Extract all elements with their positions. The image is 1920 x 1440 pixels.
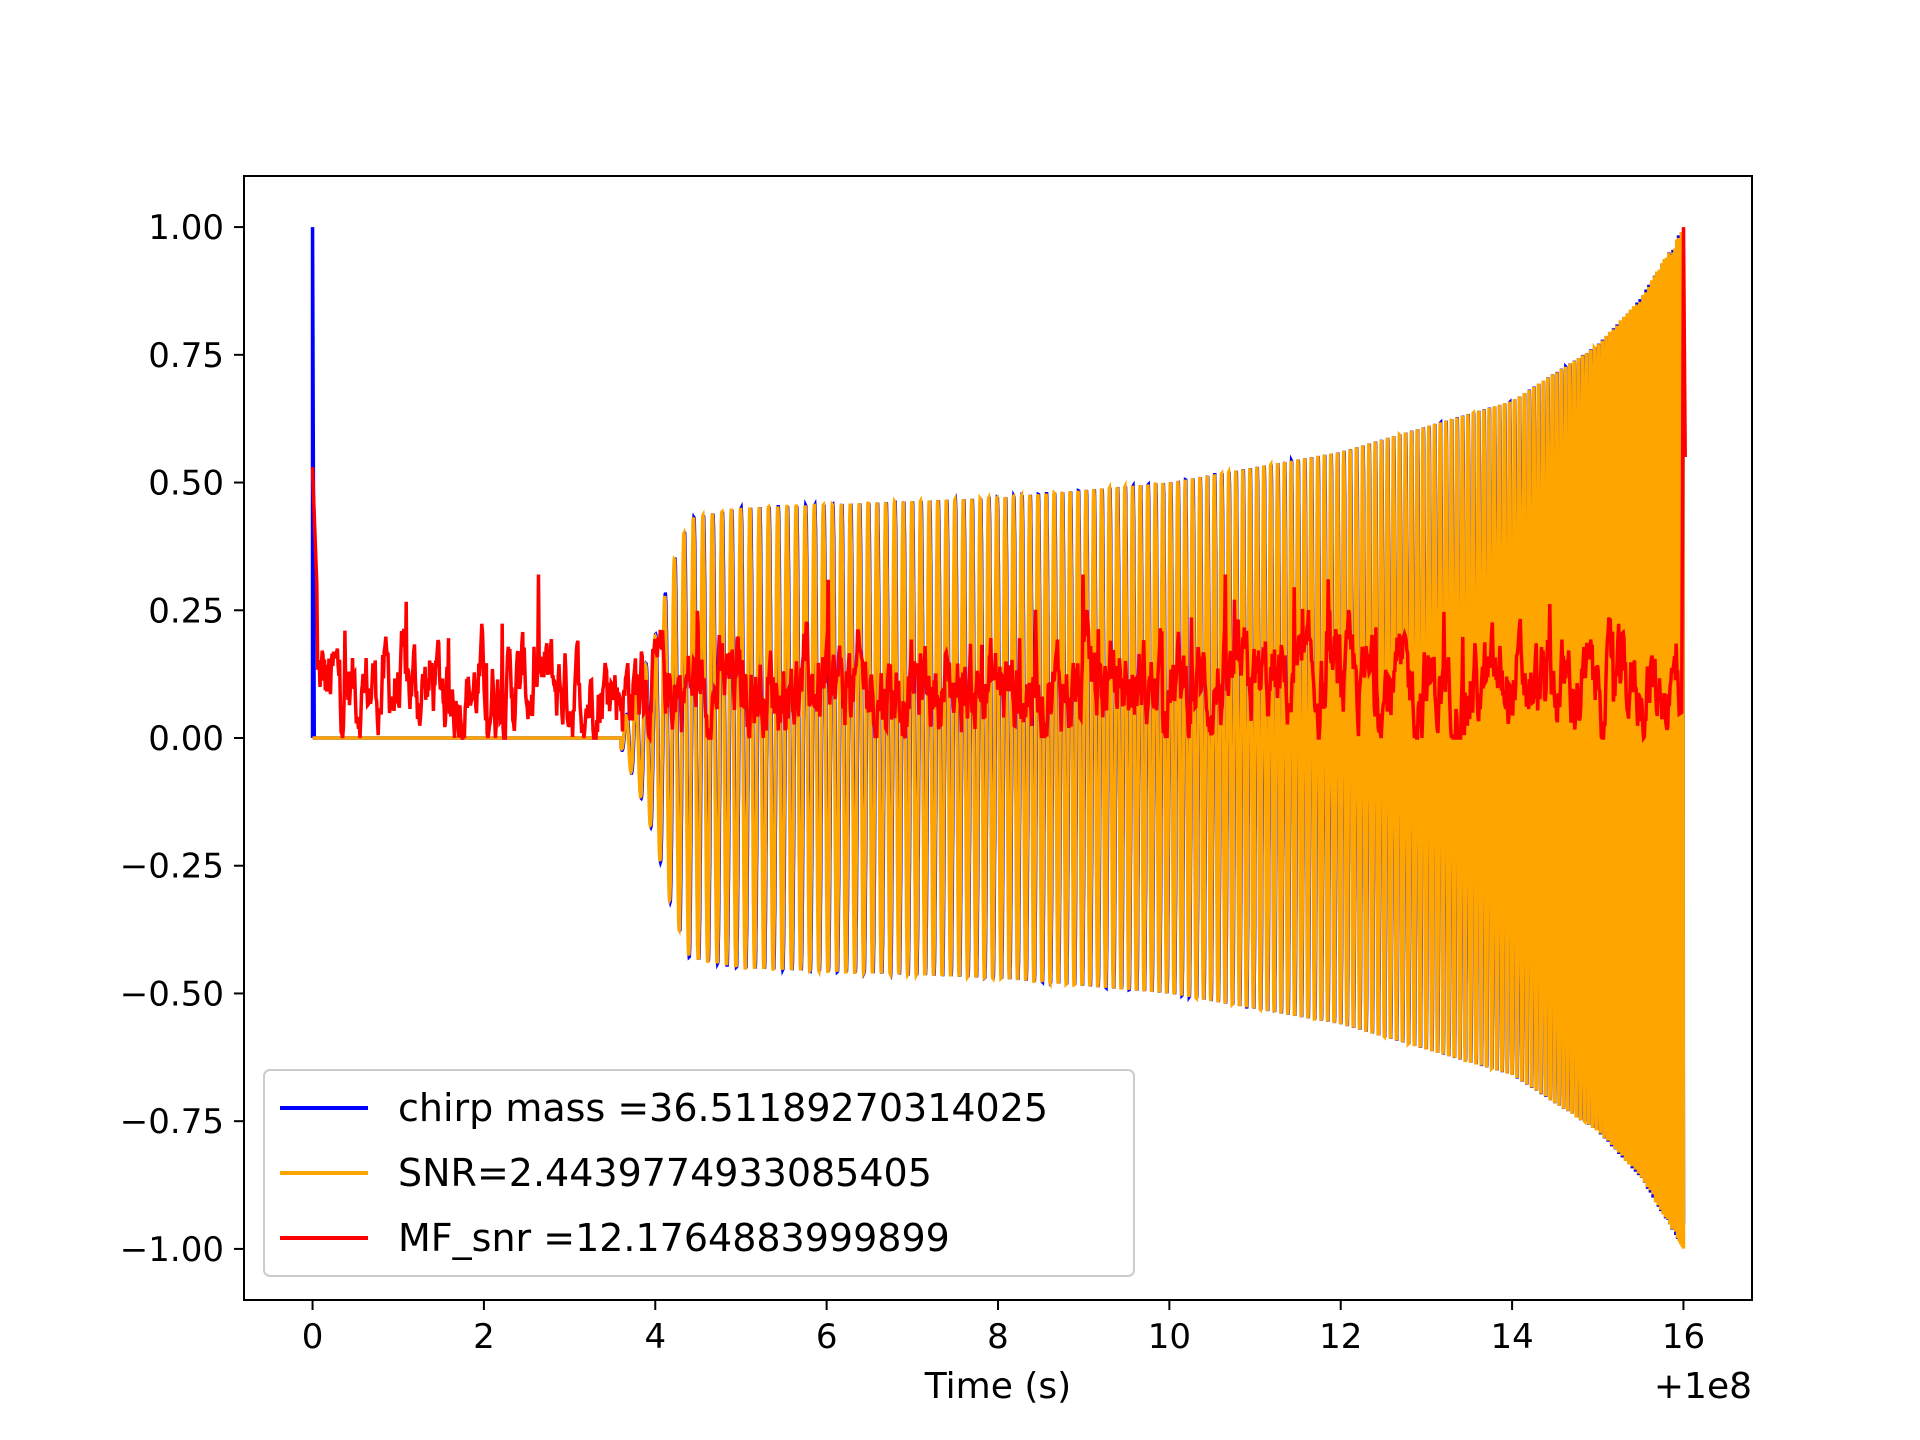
y-tick-label: −0.75 — [120, 1102, 224, 1142]
x-tick-label: 14 — [1490, 1317, 1533, 1357]
x-tick-label: 16 — [1662, 1317, 1705, 1357]
x-axis-label: Time (s) — [924, 1366, 1071, 1407]
x-tick-label: 10 — [1148, 1317, 1191, 1357]
series-line-snr — [312, 231, 1686, 1249]
y-tick-label: 0.50 — [148, 464, 224, 504]
y-tick-label: −1.00 — [120, 1230, 224, 1270]
x-axis-offset-label: +1e8 — [1654, 1366, 1752, 1407]
x-tick-label: 0 — [302, 1317, 324, 1357]
x-tick-label: 8 — [987, 1317, 1009, 1357]
x-tick-label: 12 — [1319, 1317, 1362, 1357]
x-axis: 0 2 4 6 8 10 12 14 16 — [302, 1300, 1705, 1357]
x-tick-label: 6 — [816, 1317, 838, 1357]
series-line-mf-snr — [310, 227, 1687, 745]
y-tick-label: 0.00 — [148, 719, 224, 759]
y-tick-label: −0.50 — [120, 974, 224, 1014]
x-tick-label: 2 — [473, 1317, 495, 1357]
y-axis: 1.00 0.75 0.50 0.25 0.00 −0.25 −0.50 −0.75 −1.00 — [120, 208, 244, 1270]
legend-entry: SNR=2.4439774933085405 — [398, 1151, 932, 1195]
y-tick-label: 0.25 — [148, 591, 224, 631]
y-tick-label: 1.00 — [148, 208, 224, 248]
legend: chirp mass =36.51189270314025 SNR=2.44397… — [263, 1069, 1135, 1277]
plot-area — [310, 227, 1687, 1249]
x-tick-label: 4 — [644, 1317, 666, 1357]
legend-entry: chirp mass =36.51189270314025 — [398, 1086, 1048, 1130]
y-tick-label: 0.75 — [148, 336, 224, 376]
legend-box — [263, 1069, 1135, 1277]
legend-entry: MF_snr =12.1764883999899 — [398, 1216, 950, 1260]
y-tick-label: −0.25 — [120, 847, 224, 887]
